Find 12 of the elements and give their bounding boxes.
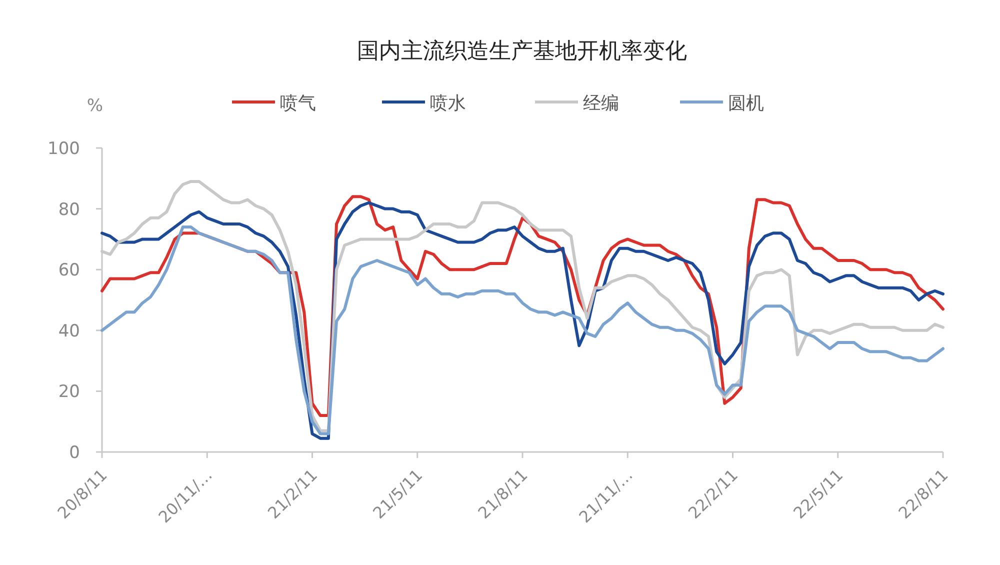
legend-label: 喷水 bbox=[430, 93, 466, 114]
chart-title: 国内主流织造生产基地开机率变化 bbox=[357, 39, 687, 64]
y-axis-title: % bbox=[86, 96, 104, 116]
y-tick-label: 60 bbox=[58, 260, 80, 281]
y-tick-label: 80 bbox=[58, 200, 80, 220]
y-tick-label: 100 bbox=[48, 139, 80, 159]
legend-label: 经编 bbox=[583, 93, 619, 114]
y-tick-label: 20 bbox=[58, 382, 80, 402]
y-tick-label: 40 bbox=[58, 321, 80, 342]
legend-label: 圆机 bbox=[728, 93, 764, 114]
y-tick-label: 0 bbox=[69, 443, 80, 463]
legend-label: 喷气 bbox=[280, 93, 316, 114]
